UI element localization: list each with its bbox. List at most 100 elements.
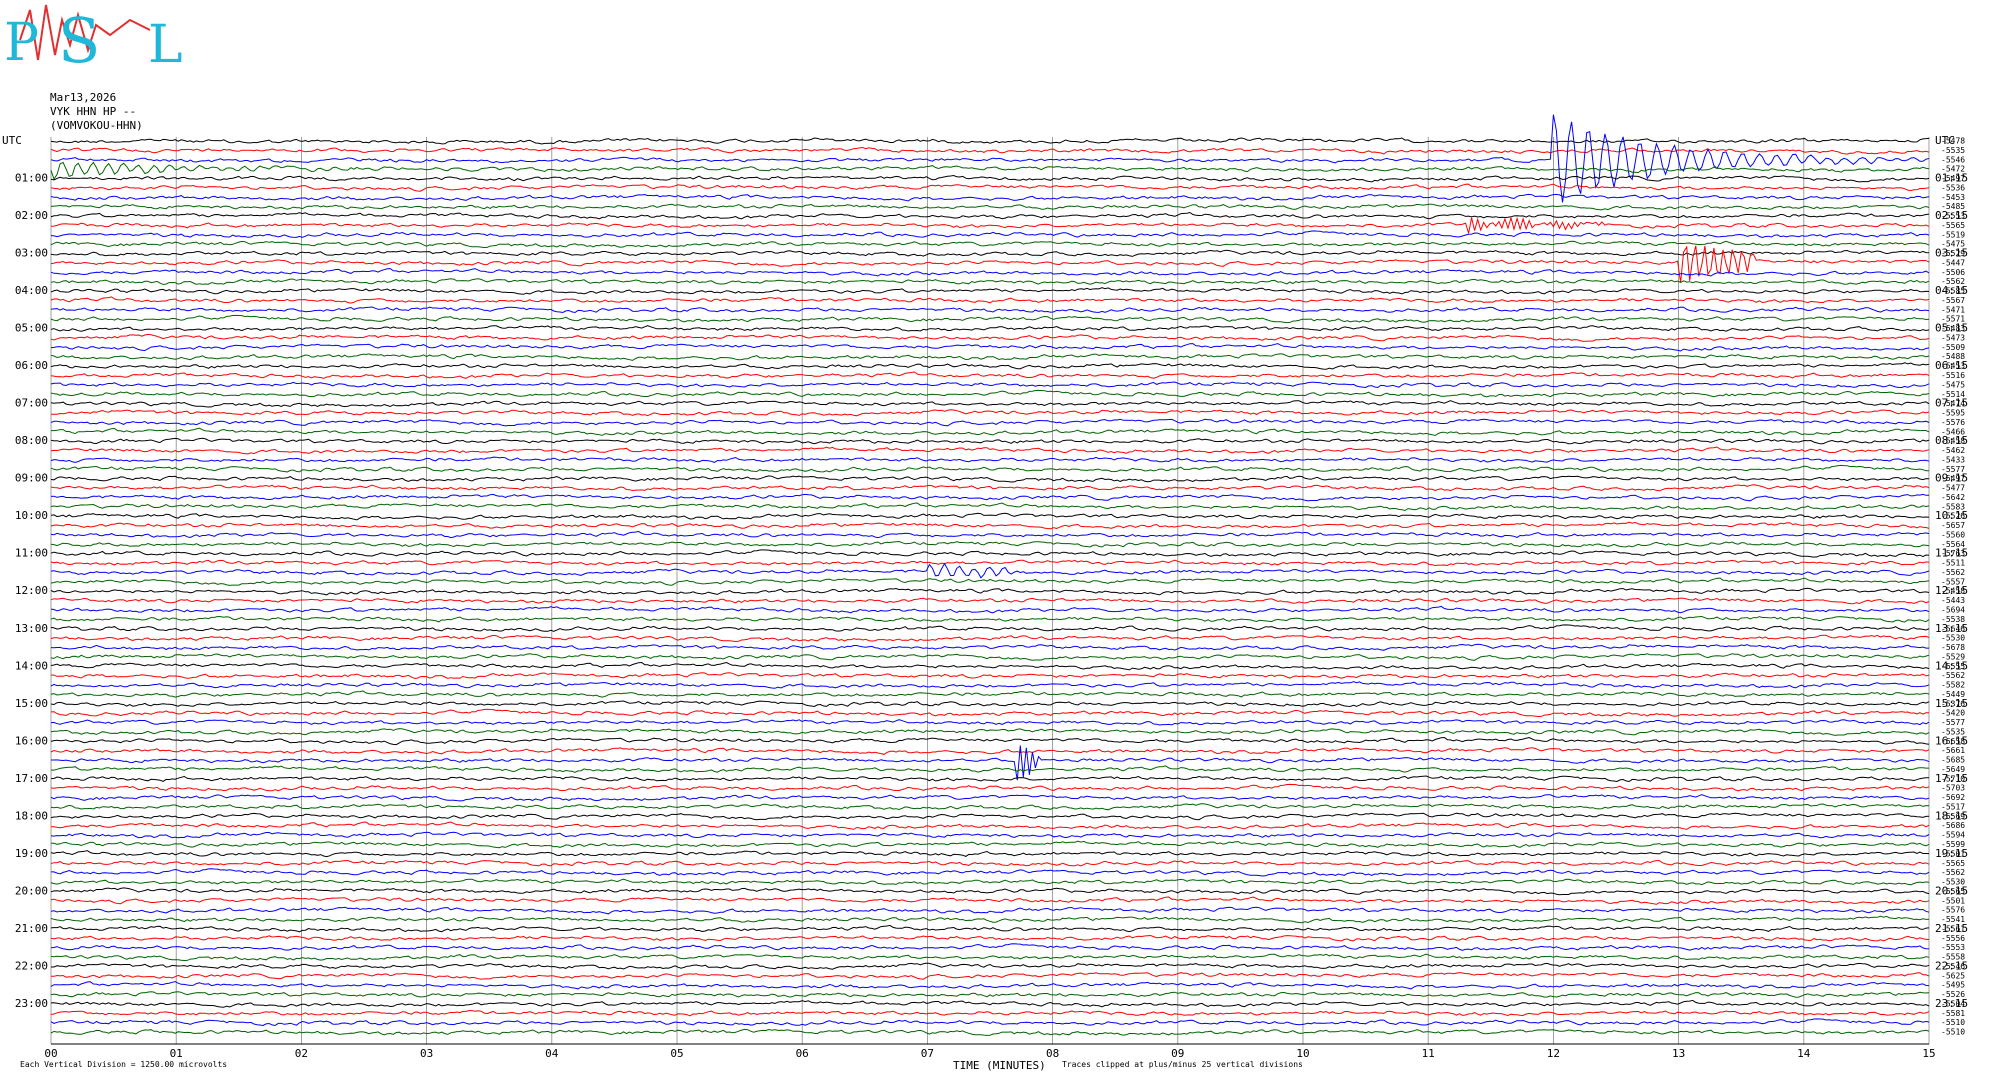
trace: [50, 203, 1930, 211]
offset-label: -5703: [1941, 784, 1965, 793]
offset-label: -5646: [1941, 624, 1965, 633]
offset-label: -5471: [1941, 305, 1965, 314]
left-time-label: 16:00: [15, 734, 48, 747]
trace: [50, 700, 1930, 708]
trace: [50, 174, 1930, 183]
trace: [51, 962, 1930, 970]
trace: [50, 549, 1930, 558]
offset-label: -5657: [1941, 521, 1965, 530]
offset-label: -5530: [1941, 634, 1965, 643]
offset-label: -5447: [1941, 258, 1965, 267]
left-time-label: 10:00: [15, 509, 48, 522]
trace: [50, 296, 1930, 304]
left-time-label: 13:00: [15, 622, 48, 635]
right-time-label: 01:15: [1935, 172, 1968, 185]
x-tick-label: 00: [44, 1047, 57, 1060]
offset-label: -5474: [1941, 399, 1965, 408]
trace: [50, 587, 1930, 596]
left-time-label: 23:00: [15, 997, 48, 1010]
trace: [50, 924, 1930, 933]
offset-label: -5535: [1941, 146, 1965, 155]
offset-label: -5449: [1941, 690, 1965, 699]
trace: [51, 868, 1930, 877]
trace: [50, 325, 1930, 332]
trace: [50, 353, 1930, 361]
trace: [50, 333, 1930, 342]
offset-label: -5516: [1941, 371, 1965, 380]
offset-label: -5558: [1941, 953, 1965, 962]
offset-label: -5658: [1941, 737, 1965, 746]
trace: [50, 278, 1930, 285]
left-time-label: 12:00: [15, 584, 48, 597]
offset-label: -5506: [1941, 268, 1965, 277]
offset-label: -5555: [1941, 662, 1965, 671]
offset-label: -5510: [1941, 1018, 1965, 1027]
offset-label: -5497: [1941, 474, 1965, 483]
trace: [50, 381, 1930, 389]
trace: [50, 981, 1930, 990]
offset-label: -5526: [1941, 990, 1965, 999]
trace: [50, 1028, 1930, 1036]
right-time-label: 02:15: [1935, 209, 1968, 222]
x-axis-title: TIME (MINUTES): [953, 1059, 1046, 1072]
offset-label: -5565: [1941, 221, 1965, 230]
offset-label: -5585: [1941, 287, 1965, 296]
offset-label: -5678: [1941, 643, 1965, 652]
offset-label: -5529: [1941, 249, 1965, 258]
x-tick-label: 09: [1171, 1047, 1184, 1060]
trace: [50, 831, 1930, 839]
trace: [50, 934, 1930, 942]
offset-label: -5582: [1941, 681, 1965, 690]
trace: [50, 314, 1930, 324]
offset-label: -5763: [1941, 549, 1965, 558]
trace: [50, 540, 1930, 548]
offset-label: -5577: [1941, 718, 1965, 727]
left-time-label: 02:00: [15, 209, 48, 222]
trace: [50, 999, 1930, 1008]
trace: [50, 915, 1930, 924]
offset-label: -5576: [1941, 418, 1965, 427]
offset-label: -5649: [1941, 765, 1965, 774]
trace: [50, 794, 1930, 802]
trace: [50, 624, 1930, 632]
offset-label: -5594: [1941, 831, 1965, 840]
trace: [50, 747, 1930, 755]
left-time-label: 17:00: [15, 772, 48, 785]
trace: [50, 943, 1930, 951]
trace: [50, 896, 1930, 905]
trace: [50, 953, 1930, 962]
offset-label: -5530: [1941, 878, 1965, 887]
offset-label: -5529: [1941, 652, 1965, 661]
offset-label: -5694: [1941, 606, 1965, 615]
offset-label: -5561: [1941, 924, 1965, 933]
right-time-label: 23:15: [1935, 997, 1968, 1010]
offset-label: -5477: [1941, 484, 1965, 493]
left-time-label: 11:00: [15, 547, 48, 560]
left-time-label: 14:00: [15, 659, 48, 672]
offset-label: -5562: [1941, 868, 1965, 877]
offset-label: -5458: [1941, 587, 1965, 596]
trace: [50, 783, 1930, 792]
trace: [50, 840, 1930, 849]
trace: [50, 475, 1930, 483]
right-time-label: 15:15: [1935, 697, 1968, 710]
trace: [50, 672, 1930, 679]
trace: [50, 362, 1930, 370]
right-time-label: 21:15: [1935, 922, 1968, 935]
trace: [50, 249, 1930, 257]
trace: [50, 1018, 1930, 1027]
left-time-label: 19:00: [15, 847, 48, 860]
x-tick-label: 02: [295, 1047, 308, 1060]
logo-squiggle: [19, 4, 151, 61]
offset-label: -5509: [1941, 343, 1965, 352]
right-time-label: 12:15: [1935, 584, 1968, 597]
x-tick-label: 08: [1046, 1047, 1059, 1060]
trace: [50, 418, 1930, 427]
trace: [50, 708, 1929, 718]
left-time-label: 15:00: [15, 697, 48, 710]
offset-label: -5553: [1941, 943, 1965, 952]
trace: [50, 605, 1930, 614]
right-time-label: 13:15: [1935, 622, 1968, 635]
logo-letter: P: [4, 13, 39, 73]
offset-label: -5581: [1941, 1009, 1965, 1018]
